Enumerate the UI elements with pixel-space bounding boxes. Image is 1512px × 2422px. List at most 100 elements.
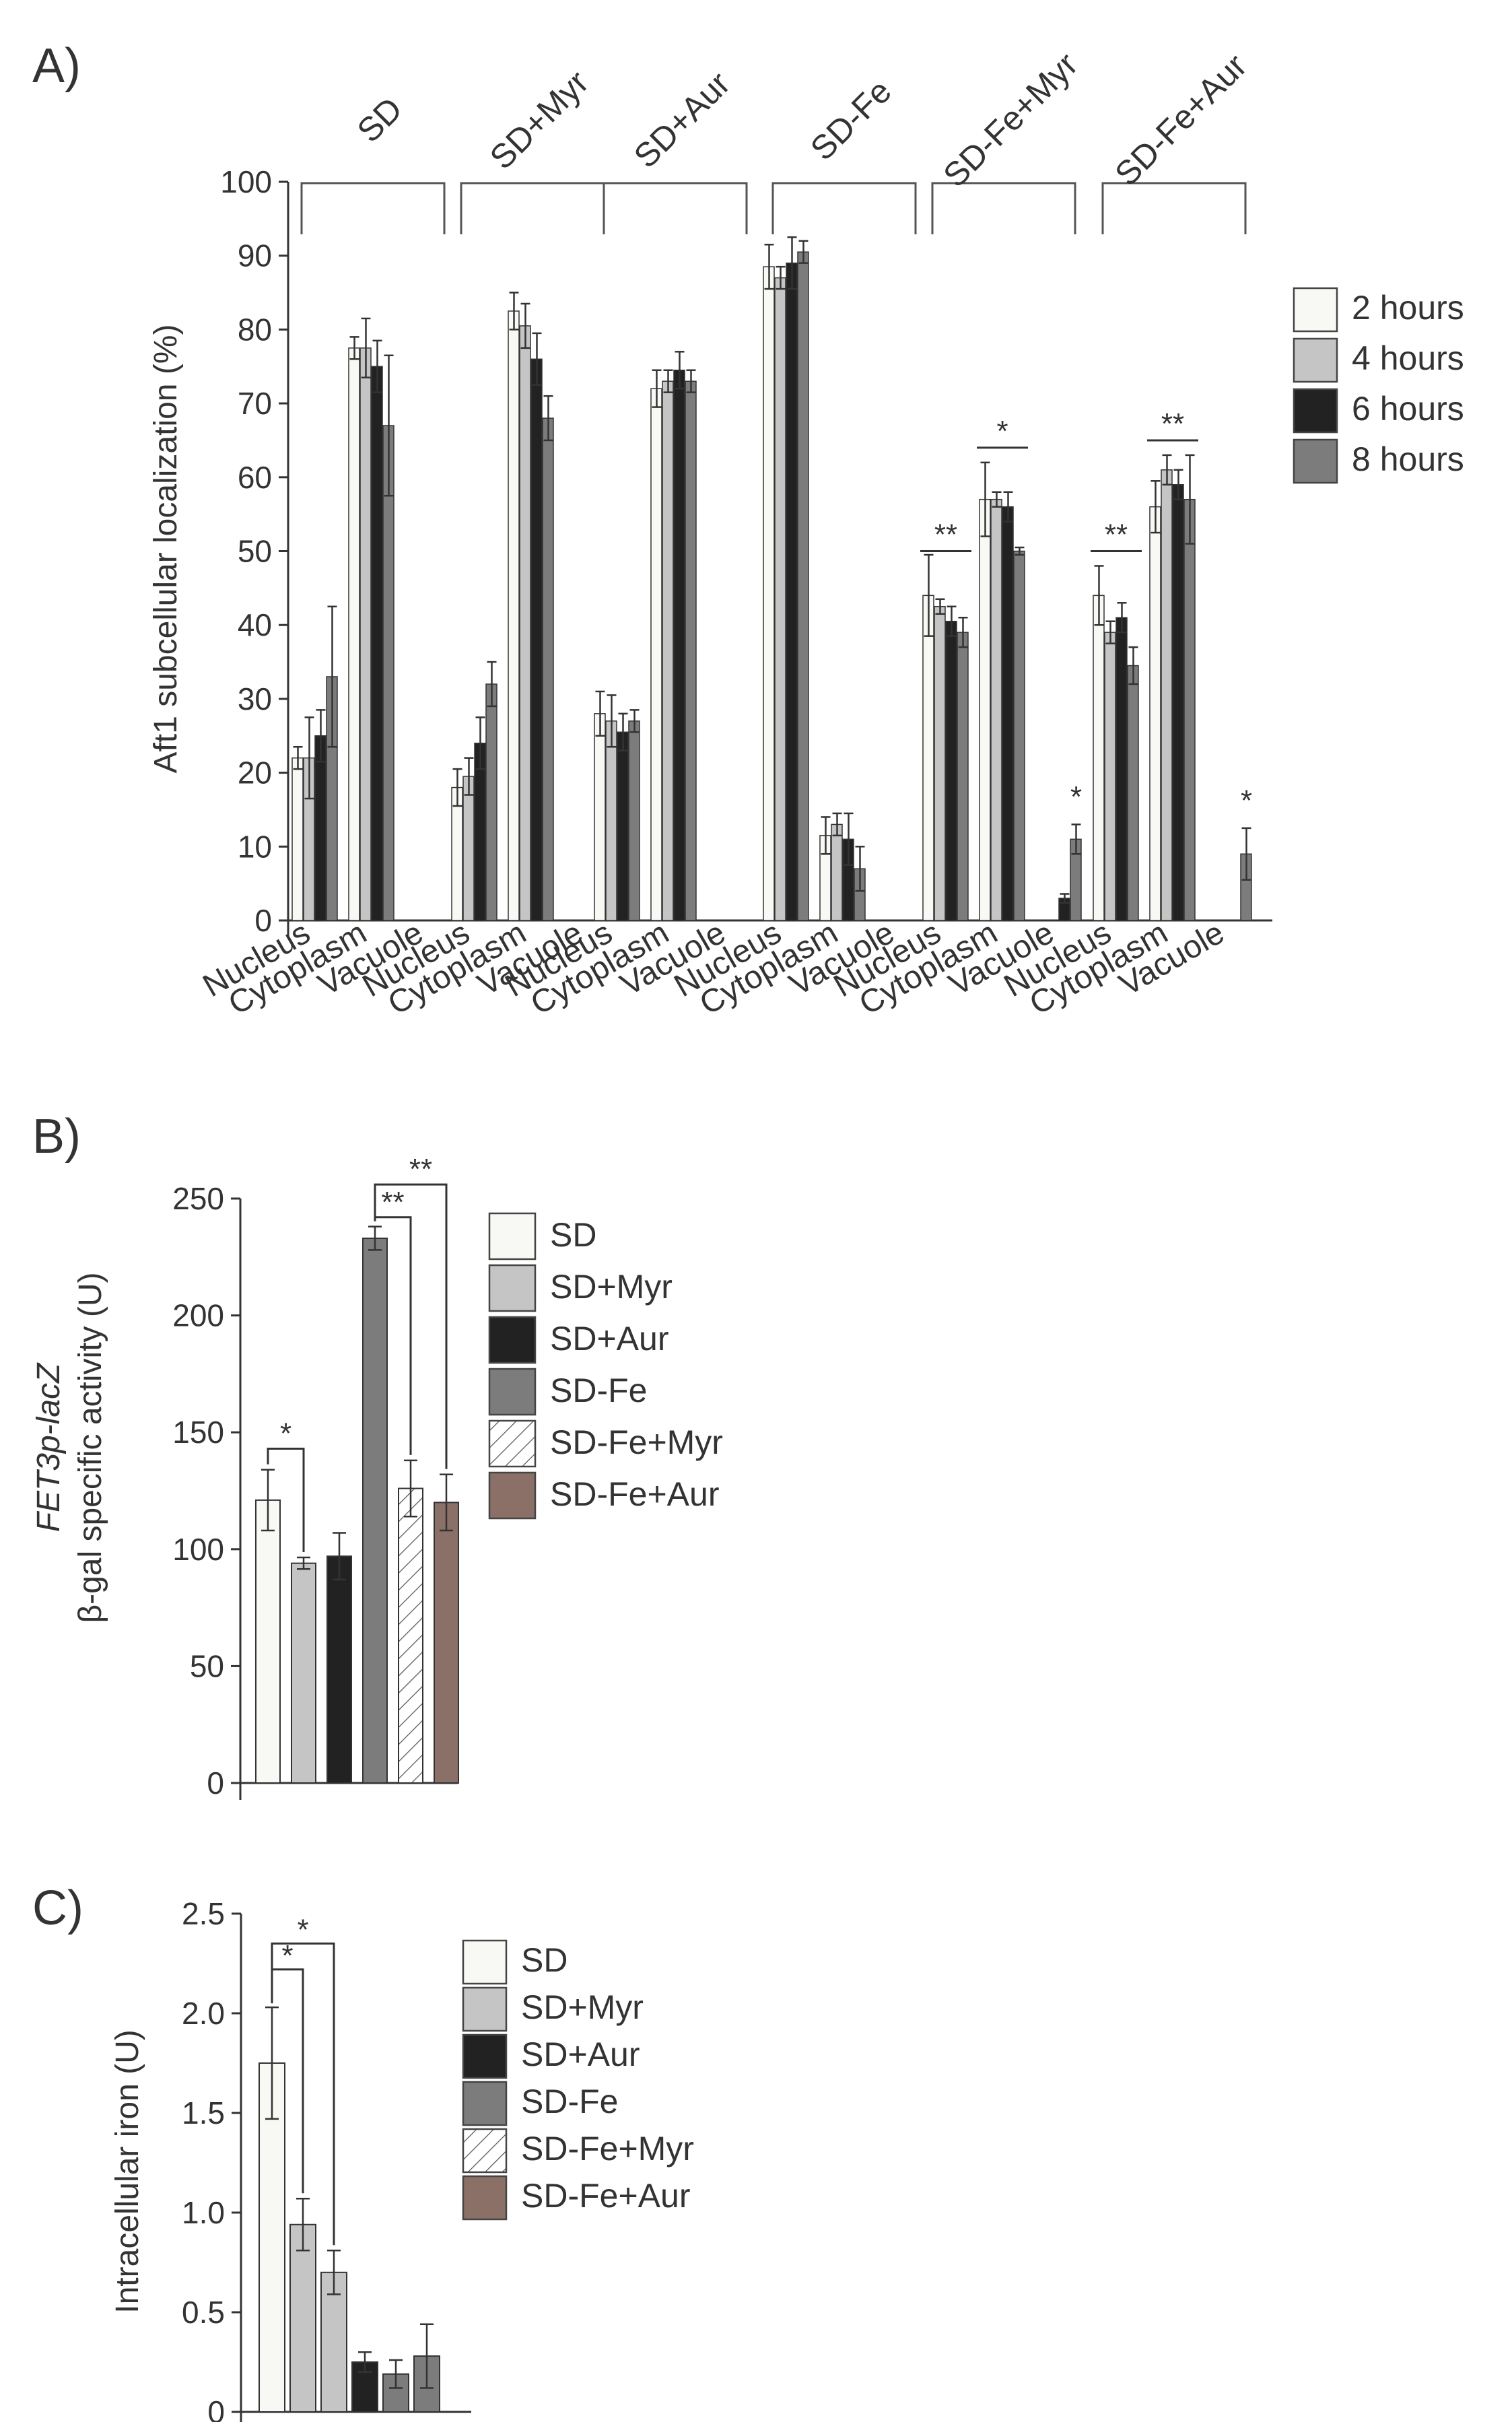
chart-a-group-bracket-sd-fe-aur [1101, 182, 1247, 234]
chart-a-bar-sd-fe-myr-cytoplasm-8-hours [1013, 550, 1025, 921]
chart-a-y-tick-label: 100 [220, 164, 272, 199]
chart-a-bar-sd-myr-nucleus-2-hours [451, 786, 463, 921]
chart-c-legend-swatch-sd-fe-myr [462, 2128, 508, 2174]
chart-c-significance-bracket [271, 1942, 335, 2246]
chart-a-y-tick-label: 90 [238, 238, 272, 273]
chart-b-legend-label-sd-myr: SD+Myr [550, 1268, 673, 1306]
chart-a-bar-sd-myr-cytoplasm-2-hours [508, 310, 520, 921]
chart-c-legend-label-sd-aur: SD+Aur [521, 2036, 640, 2073]
chart-a-bar-sd-aur-nucleus-2-hours [594, 713, 606, 921]
chart-c-legend-swatch-sd-fe-aur [462, 2175, 508, 2221]
chart-a-significance-mark: ** [1161, 407, 1184, 440]
chart-b-bar-sd-fe-myr [398, 1487, 423, 1784]
chart-b-bar-sd-aur [327, 1555, 352, 1784]
chart-c-legend-swatch-sd-myr [462, 1986, 508, 2032]
chart-a-y-tick-label: 60 [238, 460, 272, 495]
chart-c-y-tick-label: 0.5 [182, 2295, 225, 2330]
chart-a-bar-sd-aur-cytoplasm-4-hours [662, 380, 674, 921]
chart-b-y-tick-label: 100 [172, 1532, 224, 1567]
chart-b-legend-swatch-sd-myr [488, 1264, 537, 1312]
chart-b-significance-mark: * [280, 1417, 291, 1450]
chart-b-y-tick-label: 250 [172, 1181, 224, 1216]
chart-b-legend-label-sd: SD [550, 1216, 596, 1254]
chart-a-legend-swatch-8-hours [1293, 438, 1338, 484]
chart-a-legend-label-2-hours: 2 hours [1352, 289, 1464, 327]
chart-c-y-tick-label: 1.5 [182, 2095, 225, 2130]
chart-a-bar-sd-aur-cytoplasm-6-hours [673, 369, 685, 921]
chart-a-y-tick-label: 10 [238, 829, 272, 864]
chart-c-bar-sd-myr [289, 2223, 316, 2413]
chart-a-group-bracket-sd [300, 182, 446, 234]
chart-a-y-tick-label: 80 [238, 312, 272, 347]
chart-a-group-bracket-sd-fe [771, 182, 917, 234]
chart-b-legend-swatch-sd-fe-myr [488, 1419, 537, 1468]
chart-a-legend-swatch-6-hours [1293, 388, 1338, 434]
chart-a-bar-sd-fe-myr-nucleus-6-hours [945, 620, 957, 921]
chart-a-legend-swatch-2-hours [1293, 287, 1338, 333]
chart-b-y-tick-label: 50 [190, 1648, 224, 1683]
chart-a-bar-sd-fe-cytoplasm-4-hours [831, 823, 843, 921]
chart-a-group-label-sd-fe-aur: SD-Fe+Aur [1107, 46, 1253, 193]
chart-a-bar-sd-fe-aur-cytoplasm-2-hours [1149, 506, 1161, 921]
chart-a-y-tick-label: 50 [238, 534, 272, 569]
chart-b-y-axis-title: β-gal specific activity (U) [73, 1272, 108, 1623]
chart-b-bar-sd-fe [362, 1238, 388, 1784]
chart-c-legend-swatch-sd-aur [462, 2033, 508, 2079]
chart-c-legend-swatch-sd-fe [462, 2081, 508, 2126]
chart-a-bar-sd-aur-nucleus-8-hours [628, 720, 640, 921]
chart-b-significance-bracket [374, 1183, 448, 1469]
chart-a-significance-mark: * [996, 415, 1008, 448]
chart-c-bar-sd-aur [320, 2271, 347, 2413]
chart-b-legend-label-sd-aur: SD+Aur [550, 1320, 668, 1357]
chart-a-bar-sd-fe-myr-nucleus-8-hours [957, 632, 969, 921]
chart-a-bar-sd-aur-cytoplasm-2-hours [650, 388, 662, 921]
chart-b-significance-mark: ** [381, 1186, 404, 1219]
chart-c-y-tick-label: 1.0 [182, 2195, 225, 2230]
chart-a-group-bracket-sd-myr [460, 182, 605, 234]
panel-a-label: A) [32, 39, 81, 93]
chart-a-y-axis-title: Aft1 subcellular localization (%) [148, 325, 184, 774]
chart-a-group-label-sd: SD [350, 90, 410, 150]
chart-a-bar-sd-fe-myr-cytoplasm-6-hours [1002, 506, 1014, 921]
chart-b-legend-swatch-sd-fe-aur [488, 1471, 537, 1520]
chart-a-significance-mark: ** [1105, 518, 1128, 551]
chart-a-significance-mark: * [1070, 780, 1082, 813]
chart-a-significance-mark: ** [934, 518, 957, 551]
chart-b-y-tick-label: 200 [172, 1298, 224, 1333]
chart-a-localization: 0 10 20 30 40 50 60 70 80 90 100 SD SD+Myr SD+Aur SD-… [148, 45, 1464, 1022]
chart-c-y-tick-label: 2.0 [182, 1996, 225, 2031]
chart-a-bar-sd-fe-aur-nucleus-4-hours [1104, 632, 1116, 921]
chart-a-bar-sd-fe-nucleus-8-hours [797, 251, 809, 921]
chart-c-y-tick-label: 2.5 [182, 1896, 225, 1931]
chart-a-bar-sd-cytoplasm-6-hours [371, 366, 383, 921]
chart-a-bar-sd-fe-aur-cytoplasm-4-hours [1161, 469, 1173, 921]
chart-a-legend-label-6-hours: 6 hours [1352, 390, 1464, 428]
chart-b-legend-swatch-sd-aur [488, 1316, 537, 1364]
chart-a-group-label-sd-fe: SD-Fe [803, 72, 899, 168]
chart-a-y-tick-label: 40 [238, 607, 272, 642]
chart-b-y-axis-title-gene: FET3p-lacZ [31, 1362, 67, 1532]
chart-a-legend-label-4-hours: 4 hours [1352, 339, 1464, 377]
chart-a-bar-sd-aur-cytoplasm-8-hours [685, 380, 697, 921]
chart-b-legend-label-sd-fe: SD-Fe [550, 1372, 647, 1409]
chart-a-legend-label-8-hours: 8 hours [1352, 440, 1464, 478]
chart-a-y-tick-label: 30 [238, 681, 272, 716]
chart-a-bar-sd-myr-nucleus-4-hours [462, 776, 475, 921]
chart-a-bar-sd-fe-nucleus-2-hours [763, 266, 775, 921]
chart-c-legend-label-sd-fe-aur: SD-Fe+Aur [521, 2177, 690, 2215]
chart-c-significance-mark: * [297, 1913, 308, 1946]
chart-c-significance-mark: * [281, 1939, 293, 1972]
chart-b-y-tick-label: 150 [172, 1415, 224, 1450]
chart-a-bar-sd-fe-aur-cytoplasm-6-hours [1172, 484, 1184, 921]
chart-a-bar-sd-aur-nucleus-4-hours [605, 720, 617, 921]
panel-b-label: B) [32, 1110, 81, 1164]
chart-a-group-bracket-sd-fe-myr [931, 182, 1076, 234]
chart-a-bar-sd-fe-myr-cytoplasm-2-hours [979, 498, 991, 921]
chart-a-bar-sd-nucleus-6-hours [314, 735, 327, 921]
chart-a-bar-sd-cytoplasm-2-hours [348, 347, 360, 921]
chart-a-bar-sd-fe-aur-nucleus-6-hours [1115, 617, 1128, 921]
chart-b-y-tick-label: 0 [207, 1765, 224, 1801]
chart-b-legend-swatch-sd [488, 1212, 537, 1260]
